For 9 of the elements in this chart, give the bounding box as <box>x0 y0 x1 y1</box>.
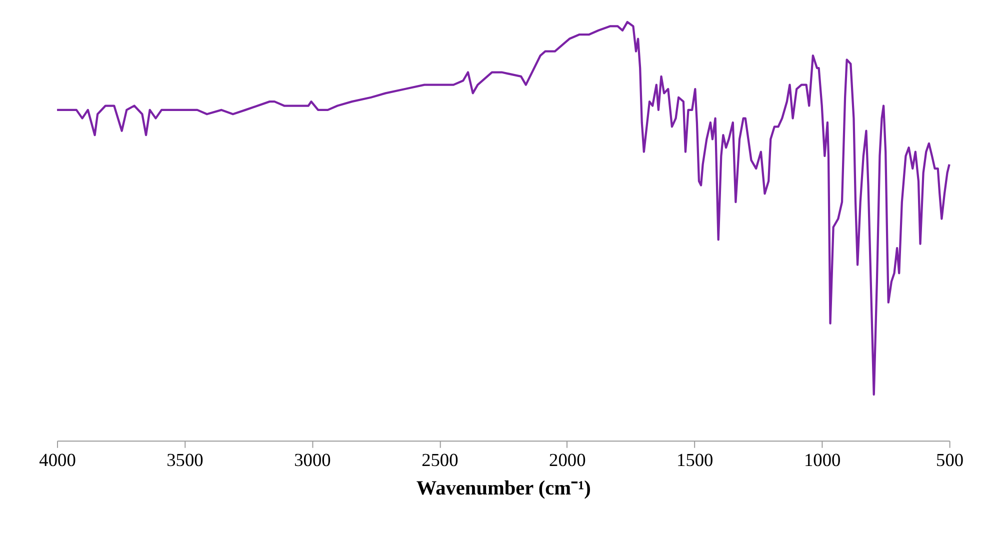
x-tick-label: 500 <box>936 450 964 470</box>
x-axis-title: Wavenumber (cm⁻¹) <box>416 477 591 500</box>
x-tick-label: 2500 <box>422 450 458 470</box>
x-tick-label: 3500 <box>166 450 204 470</box>
x-tick-label: 1000 <box>804 450 841 470</box>
x-tick-label: 4000 <box>39 450 76 470</box>
x-tick-label: 1500 <box>676 450 714 470</box>
x-tick-label: 2000 <box>549 450 586 470</box>
x-tick-label: 3000 <box>294 450 331 470</box>
